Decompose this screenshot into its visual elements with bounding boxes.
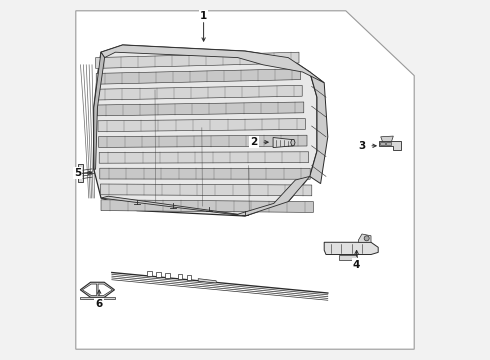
Polygon shape (310, 72, 328, 184)
Bar (178, 274, 182, 279)
Polygon shape (381, 136, 393, 141)
Polygon shape (76, 11, 414, 349)
Polygon shape (339, 255, 357, 260)
Polygon shape (379, 141, 400, 150)
Polygon shape (291, 139, 295, 146)
Polygon shape (94, 45, 317, 216)
Bar (187, 275, 192, 280)
Text: 5: 5 (74, 168, 81, 178)
Polygon shape (98, 284, 112, 296)
Polygon shape (99, 152, 309, 163)
Text: 4: 4 (353, 260, 360, 270)
Polygon shape (78, 164, 83, 182)
Polygon shape (198, 279, 216, 283)
Polygon shape (80, 282, 115, 297)
Polygon shape (100, 168, 310, 179)
Bar (386, 142, 391, 145)
Bar (147, 271, 152, 276)
Polygon shape (80, 297, 115, 299)
Polygon shape (96, 52, 299, 68)
Text: 2: 2 (250, 137, 258, 147)
Text: 6: 6 (96, 299, 103, 309)
Polygon shape (100, 184, 312, 196)
Polygon shape (324, 242, 378, 255)
Polygon shape (98, 102, 304, 116)
Polygon shape (101, 45, 324, 83)
Bar (380, 142, 385, 145)
Circle shape (364, 236, 369, 241)
Polygon shape (98, 118, 305, 132)
Text: 1: 1 (200, 11, 207, 21)
Polygon shape (101, 176, 310, 216)
Polygon shape (101, 200, 314, 212)
Polygon shape (96, 69, 300, 84)
Polygon shape (358, 234, 371, 242)
Polygon shape (97, 85, 302, 100)
Bar (166, 273, 170, 278)
Polygon shape (98, 135, 307, 147)
Polygon shape (82, 284, 97, 296)
Polygon shape (273, 138, 293, 148)
Text: 3: 3 (358, 141, 366, 151)
Bar (156, 272, 161, 277)
Polygon shape (94, 52, 104, 169)
